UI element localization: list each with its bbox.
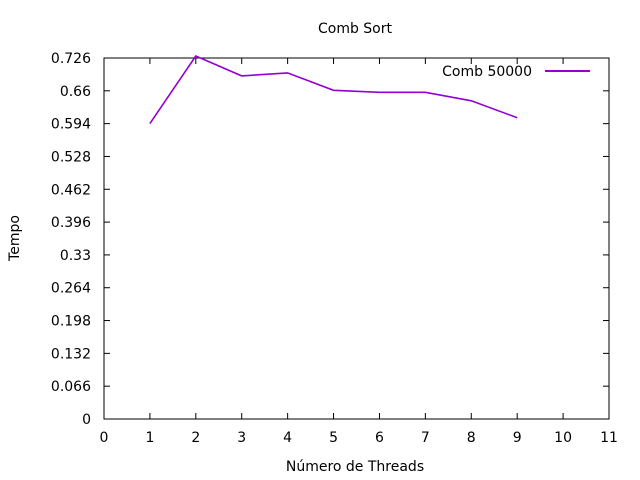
x-tick-label: 10 [554, 430, 572, 446]
x-tick-label: 7 [421, 430, 430, 446]
series-layer [149, 55, 518, 125]
y-tick-label: 0.462 [51, 182, 91, 198]
y-tick-label: 0.264 [51, 281, 91, 297]
y-tick-label: 0.66 [60, 84, 91, 100]
y-tick-label: 0.594 [51, 117, 91, 133]
y-axis: 0 0.066 0.132 0.198 0.264 0.33 0.396 0.462 0.528… [51, 51, 609, 428]
legend: Comb 50000 [442, 64, 590, 80]
chart-title: Comb Sort [318, 21, 393, 37]
x-tick-label: 11 [600, 430, 618, 446]
x-axis: 0 1 2 3 4 5 6 7 8 9 10 11 [100, 58, 618, 446]
y-tick-label: 0.726 [51, 51, 91, 67]
x-tick-label: 3 [237, 430, 246, 446]
x-tick-label: 1 [145, 430, 154, 446]
y-axis-label: Tempo [7, 215, 23, 262]
x-tick-label: 0 [100, 430, 109, 446]
x-tick-label: 8 [467, 430, 476, 446]
y-tick-label: 0.528 [51, 149, 91, 165]
series-line [149, 55, 518, 125]
legend-label: Comb 50000 [442, 64, 532, 80]
y-tick-label: 0.396 [51, 215, 91, 231]
y-tick-label: 0.33 [60, 248, 91, 264]
x-tick-label: 5 [329, 430, 338, 446]
x-tick-label: 4 [283, 430, 292, 446]
x-axis-label: Número de Threads [286, 459, 424, 475]
y-tick-label: 0 [82, 412, 91, 428]
x-tick-label: 6 [375, 430, 384, 446]
x-tick-label: 9 [513, 430, 522, 446]
y-tick-label: 0.066 [51, 379, 91, 395]
y-tick-label: 0.198 [51, 314, 91, 330]
x-tick-label: 2 [191, 430, 200, 446]
plot-frame [103, 57, 610, 420]
y-tick-label: 0.132 [51, 346, 91, 362]
